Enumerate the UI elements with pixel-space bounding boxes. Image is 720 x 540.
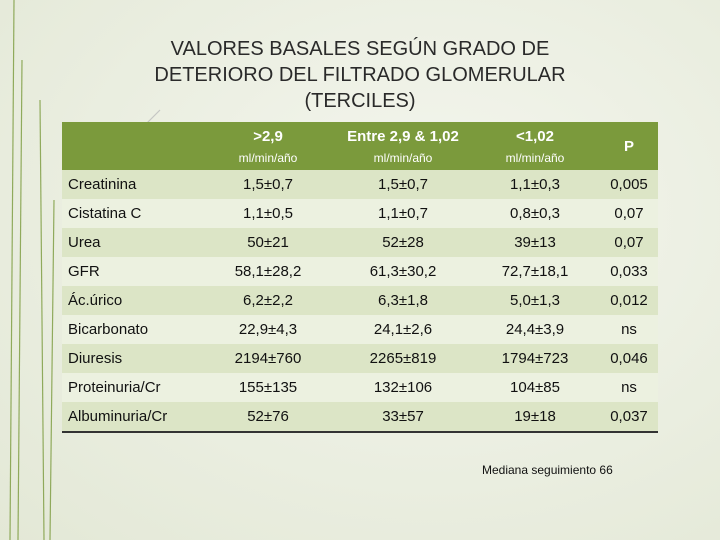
- row-label: Albuminuria/Cr: [62, 402, 200, 433]
- table-cell: ns: [600, 373, 658, 402]
- table-cell: 155±135: [200, 373, 336, 402]
- table-row: Ác.úrico 6,2±2,2 6,3±1,8 5,0±1,3 0,012: [62, 286, 658, 315]
- column-label: P: [623, 137, 634, 155]
- table-cell: 0,037: [600, 402, 658, 433]
- table-cell: 72,7±18,1: [470, 257, 600, 286]
- table-cell: 5,0±1,3: [470, 286, 600, 315]
- data-table: >2,9 ml/min/año Entre 2,9 & 1,02 ml/min/año…: [62, 122, 658, 433]
- column-label: <1,02: [516, 127, 554, 145]
- table-cell: 58,1±28,2: [200, 257, 336, 286]
- table-cell: 6,3±1,8: [336, 286, 470, 315]
- table-cell: 50±21: [200, 228, 336, 257]
- table-cell: 52±76: [200, 402, 336, 433]
- table-cell: 1,5±0,7: [336, 170, 470, 199]
- title: VALORES BASALES SEGÚN GRADO DE DETERIORO …: [80, 36, 640, 114]
- footnote: Mediana seguimiento 66: [482, 463, 613, 477]
- table-cell: 0,033: [600, 257, 658, 286]
- table-cell: 19±18: [470, 402, 600, 433]
- table-cell: 1,1±0,7: [336, 199, 470, 228]
- table-cell: 22,9±4,3: [200, 315, 336, 344]
- row-label: Ác.úrico: [62, 286, 200, 315]
- column-header: <1,02 ml/min/año: [470, 122, 600, 170]
- table-cell: 0,005: [600, 170, 658, 199]
- title-line: DETERIORO DEL FILTRADO GLOMERULAR: [154, 64, 566, 86]
- table-cell: ns: [600, 315, 658, 344]
- table-cell: 6,2±2,2: [200, 286, 336, 315]
- table-cell: 1794±723: [470, 344, 600, 373]
- column-header: P: [600, 122, 658, 170]
- table-row: Diuresis 2194±760 2265±819 1794±723 0,046: [62, 344, 658, 373]
- table-cell: 0,8±0,3: [470, 199, 600, 228]
- table-cell: 0,07: [600, 228, 658, 257]
- table-cell: 2194±760: [200, 344, 336, 373]
- table-row: Cistatina C 1,1±0,5 1,1±0,7 0,8±0,3 0,07: [62, 199, 658, 228]
- table-cell: 24,4±3,9: [470, 315, 600, 344]
- table-cell: 39±13: [470, 228, 600, 257]
- row-label: Bicarbonato: [62, 315, 200, 344]
- table-cell: 33±57: [336, 402, 470, 433]
- table-cell: 104±85: [470, 373, 600, 402]
- row-label: Creatinina: [62, 170, 200, 199]
- title-line: VALORES BASALES SEGÚN GRADO DE: [170, 38, 550, 60]
- row-label: Cistatina C: [62, 199, 200, 228]
- table-cell: 1,5±0,7: [200, 170, 336, 199]
- table-cell: 52±28: [336, 228, 470, 257]
- column-label: Entre 2,9 & 1,02: [347, 127, 459, 145]
- column-header: >2,9 ml/min/año: [200, 122, 336, 170]
- table-row: Proteinuria/Cr 155±135 132±106 104±85 ns: [62, 373, 658, 402]
- column-header: Entre 2,9 & 1,02 ml/min/año: [336, 122, 470, 170]
- table-cell: 132±106: [336, 373, 470, 402]
- header-empty: [62, 122, 200, 170]
- table-cell: 24,1±2,6: [336, 315, 470, 344]
- column-unit: ml/min/año: [373, 150, 433, 165]
- table-cell: 1,1±0,3: [470, 170, 600, 199]
- row-label: Urea: [62, 228, 200, 257]
- title-line: (TERCILES): [304, 90, 416, 112]
- row-label: Diuresis: [62, 344, 200, 373]
- table-cell: 0,012: [600, 286, 658, 315]
- table-cell: 0,07: [600, 199, 658, 228]
- table-cell: 1,1±0,5: [200, 199, 336, 228]
- table-cell: 0,046: [600, 344, 658, 373]
- table-row: Albuminuria/Cr 52±76 33±57 19±18 0,037: [62, 402, 658, 433]
- table-row: Bicarbonato 22,9±4,3 24,1±2,6 24,4±3,9 ns: [62, 315, 658, 344]
- table-row: Creatinina 1,5±0,7 1,5±0,7 1,1±0,3 0,005: [62, 170, 658, 199]
- table-row: Urea 50±21 52±28 39±13 0,07: [62, 228, 658, 257]
- header-row: >2,9 ml/min/año Entre 2,9 & 1,02 ml/min/año…: [62, 122, 658, 170]
- column-unit: ml/min/año: [238, 150, 298, 165]
- row-label: Proteinuria/Cr: [62, 373, 200, 402]
- column-unit: ml/min/año: [505, 150, 565, 165]
- row-label: GFR: [62, 257, 200, 286]
- column-label: >2,9: [253, 127, 283, 145]
- table-cell: 61,3±30,2: [336, 257, 470, 286]
- table-cell: 2265±819: [336, 344, 470, 373]
- table-row: GFR 58,1±28,2 61,3±30,2 72,7±18,1 0,033: [62, 257, 658, 286]
